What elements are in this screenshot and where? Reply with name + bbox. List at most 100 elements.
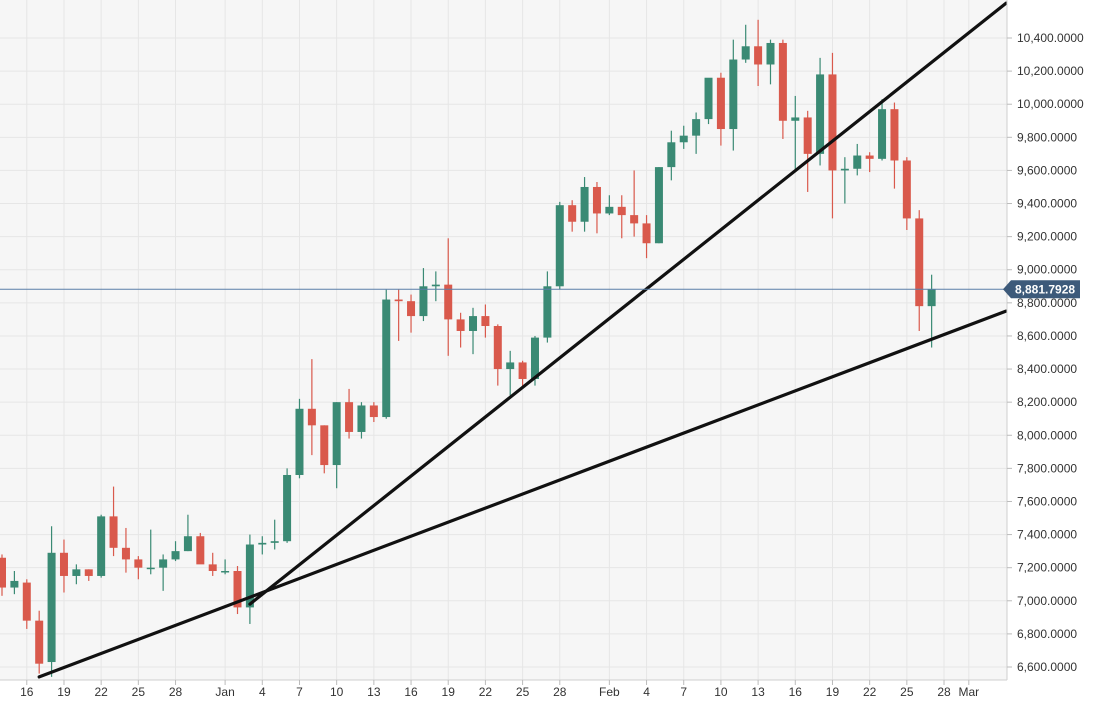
candle-down (444, 238, 453, 356)
x-tick-label: 19 (57, 685, 71, 699)
grid-lines (0, 0, 1007, 680)
candle-body (828, 74, 837, 171)
candle-body (469, 316, 478, 331)
candle-body (47, 552, 56, 663)
candle-body (642, 223, 651, 244)
candle-down (754, 19, 763, 87)
candle-body (630, 215, 639, 224)
candle-body (183, 536, 192, 552)
candle-down (592, 182, 601, 234)
candle-body (382, 299, 391, 418)
candle-body (605, 206, 614, 214)
plot-background (0, 0, 1007, 680)
y-tick-label: 8,800.0000 (1017, 296, 1077, 310)
candle-body (543, 286, 552, 338)
candle-down (481, 304, 490, 338)
candle-down (778, 39, 787, 139)
candle-body (196, 536, 205, 565)
y-tick-label: 7,800.0000 (1017, 461, 1077, 475)
candle-down (630, 170, 639, 237)
x-tick-label: 25 (900, 685, 914, 699)
candle-up (654, 167, 663, 244)
candle-body (927, 289, 936, 307)
candle-up (840, 157, 849, 204)
candle-up (159, 554, 168, 591)
y-tick-label: 8,400.0000 (1017, 362, 1077, 376)
y-tick-label: 10,400.0000 (1017, 31, 1084, 45)
candle-body (654, 167, 663, 244)
candle-up (146, 529, 155, 575)
x-axis-background (0, 680, 1007, 714)
y-tick-label: 8,600.0000 (1017, 329, 1077, 343)
candle-up (258, 536, 267, 555)
candle-body (295, 408, 304, 475)
trendline (248, 1, 1007, 606)
x-tick-label: 25 (516, 685, 530, 699)
candle-body (258, 542, 267, 545)
candle-down (617, 195, 626, 239)
candle-body (22, 582, 31, 621)
candle-body (530, 337, 539, 379)
candle-down (208, 552, 217, 576)
candle-body (0, 557, 6, 588)
candle-body (778, 42, 787, 121)
y-tick-label: 7,600.0000 (1017, 494, 1077, 508)
candle-body (72, 569, 81, 576)
y-tick-label: 10,200.0000 (1017, 64, 1084, 78)
x-tick-label: 16 (20, 685, 34, 699)
candle-down (493, 324, 502, 386)
candle-body (84, 569, 93, 576)
candle-body (134, 559, 143, 568)
candle-up (183, 514, 192, 552)
candle-up (816, 57, 825, 166)
candle-down (716, 72, 725, 146)
candle-down (915, 210, 924, 331)
candle-body (692, 119, 701, 136)
x-tick-label: 16 (789, 685, 803, 699)
y-tick-label: 9,600.0000 (1017, 163, 1077, 177)
candle-up (97, 514, 106, 578)
candle-body (233, 570, 242, 608)
candle-down (0, 554, 6, 596)
candle-down (22, 579, 31, 629)
candle-up (419, 268, 428, 322)
x-tick-label: Jan (215, 685, 234, 699)
x-tick-label: 19 (826, 685, 840, 699)
y-tick-label: 8,200.0000 (1017, 395, 1077, 409)
candle-up (382, 289, 391, 419)
candle-down (828, 52, 837, 219)
candle-body (791, 117, 800, 121)
candle-body (394, 299, 403, 302)
candle-up (679, 125, 688, 149)
candle-body (307, 408, 316, 426)
y-tick-label: 9,200.0000 (1017, 230, 1077, 244)
candle-up (283, 468, 292, 543)
candle-up (543, 271, 552, 343)
candle-up (791, 95, 800, 171)
candle-up (357, 402, 366, 439)
candle-body (617, 206, 626, 216)
candle-up (171, 541, 180, 562)
candle-body (506, 362, 515, 370)
candle-down (345, 388, 354, 439)
candle-body (704, 77, 713, 120)
candle-up (741, 24, 750, 63)
x-tick-label: 4 (259, 685, 266, 699)
candle-down (84, 569, 93, 581)
candle-down (803, 110, 812, 192)
candle-up (72, 564, 81, 585)
x-tick-label: Mar (958, 685, 979, 699)
y-tick-label: 9,000.0000 (1017, 263, 1077, 277)
x-tick-label: 19 (442, 685, 456, 699)
candle-body (741, 46, 750, 60)
candle-up (580, 177, 589, 232)
candle-body (369, 405, 378, 418)
x-tick-label: 28 (937, 685, 951, 699)
candle-body (444, 284, 453, 320)
candle-body (407, 301, 416, 317)
candle-up (431, 271, 440, 302)
candle-body (840, 168, 849, 171)
candle-body (146, 567, 155, 570)
candle-body (109, 516, 118, 548)
